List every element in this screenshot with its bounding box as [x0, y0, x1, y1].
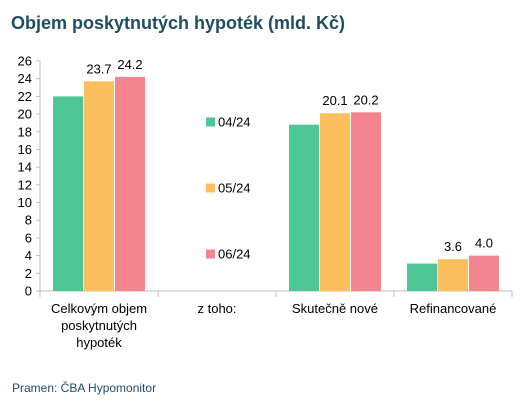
chart-title: Objem poskytnutých hypoték (mld. Kč): [11, 13, 346, 33]
bar: [320, 113, 350, 291]
data-label: 20.2: [353, 92, 378, 107]
data-label: 4.0: [475, 236, 493, 251]
data-labels: 23.7 20.1 3.6 24.2 20.2 4.0: [86, 57, 493, 254]
y-tick-label: 6: [25, 230, 32, 245]
category-labels: Celkovým objem poskytnutých hypoték z toho:…: [51, 301, 496, 350]
data-label: 20.1: [322, 93, 347, 108]
legend: 04/24 05/24 06/24: [206, 115, 251, 262]
y-tick-label: 2: [25, 266, 32, 281]
legend-label: 06/24: [218, 247, 251, 262]
bar: [351, 112, 381, 291]
category-label: Skutečně nové: [292, 301, 378, 316]
y-tick-label: 12: [18, 177, 32, 192]
legend-label: 04/24: [218, 115, 251, 130]
legend-swatch: [206, 183, 215, 193]
bars: [53, 76, 499, 291]
y-tick-label: 22: [18, 89, 32, 104]
bar: [53, 96, 83, 291]
y-tick-label: 0: [25, 284, 32, 299]
bar: [115, 76, 145, 291]
legend-swatch: [206, 249, 215, 259]
y-tick-label: 18: [18, 124, 32, 139]
y-tick-label: 10: [18, 195, 32, 210]
category-label: Celkovým objem poskytnutých hypoték: [51, 301, 147, 350]
bar: [84, 81, 114, 291]
y-tick-label: 4: [25, 248, 32, 263]
bar: [469, 255, 499, 291]
bar: [407, 263, 437, 291]
x-axis: [39, 290, 513, 297]
y-tick-label: 14: [18, 160, 32, 175]
bar: [438, 259, 468, 291]
data-label: 23.7: [86, 61, 111, 76]
bar: [289, 124, 319, 291]
category-label: z toho:: [197, 301, 236, 316]
category-label: Refinancované: [410, 301, 497, 316]
y-tick-label: 24: [18, 71, 32, 86]
y-tick-label: 20: [18, 107, 32, 122]
y-tick-label: 26: [18, 54, 32, 69]
legend-label: 05/24: [218, 181, 251, 196]
y-tick-label: 16: [18, 142, 32, 157]
data-label: 3.6: [444, 239, 462, 254]
y-tick-label: 8: [25, 213, 32, 228]
data-label: 24.2: [117, 57, 142, 72]
source-note: Pramen: ČBA Hypomonitor: [12, 381, 157, 395]
legend-swatch: [206, 117, 215, 127]
